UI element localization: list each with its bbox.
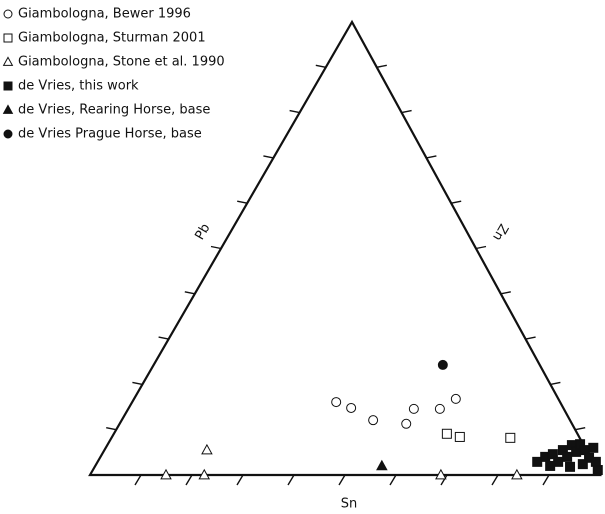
legend-marker xyxy=(2,56,14,66)
legend-marker xyxy=(3,33,13,43)
tick-mark xyxy=(289,109,300,114)
point xyxy=(408,403,419,414)
tick-mark xyxy=(550,381,561,386)
tick-mark xyxy=(210,245,222,250)
point xyxy=(505,432,516,443)
point xyxy=(454,431,465,442)
point xyxy=(565,461,576,472)
point xyxy=(346,402,357,413)
tick-mark xyxy=(575,427,586,431)
tick-mark xyxy=(401,109,412,114)
tick-mark xyxy=(185,474,193,486)
point xyxy=(450,393,461,404)
point xyxy=(547,449,558,460)
tick-mark xyxy=(376,64,387,68)
legend-marker xyxy=(2,104,14,114)
legend-label: de Vries, Rearing Horse, base xyxy=(18,103,210,118)
point xyxy=(435,468,447,480)
triangle-frame xyxy=(88,19,602,477)
axis-label: Zn xyxy=(489,221,511,243)
legend-label: de Vries, this work xyxy=(18,79,139,94)
tick-mark xyxy=(236,474,244,486)
tick-mark xyxy=(500,291,511,295)
legend-label: Giambologna, Stone et al. 1990 xyxy=(18,55,225,70)
point xyxy=(511,468,523,480)
point xyxy=(441,428,452,439)
tick-mark xyxy=(134,474,142,486)
point xyxy=(592,465,603,476)
point xyxy=(198,468,211,480)
tick-mark xyxy=(542,474,550,486)
axis-label: Pb xyxy=(192,221,213,242)
legend-marker xyxy=(3,81,13,91)
legend-label: de Vries Prague Horse, base xyxy=(18,127,202,142)
point xyxy=(376,459,388,471)
point xyxy=(562,451,573,462)
point xyxy=(437,359,448,370)
point xyxy=(577,459,588,470)
point xyxy=(401,418,412,429)
axis-label: Sn xyxy=(341,497,358,512)
tick-mark xyxy=(525,336,536,340)
point xyxy=(434,403,445,414)
tick-mark xyxy=(132,381,143,386)
legend-label: Giambologna, Sturman 2001 xyxy=(18,31,206,46)
point xyxy=(545,460,556,471)
tick-mark xyxy=(389,474,397,486)
point xyxy=(588,442,599,453)
legend-marker xyxy=(3,129,13,139)
tick-mark xyxy=(491,474,499,486)
tick-mark xyxy=(106,427,117,431)
point xyxy=(331,397,342,408)
tick-mark xyxy=(287,474,295,486)
point xyxy=(201,443,213,455)
tick-mark xyxy=(451,200,462,204)
legend-label: Giambologna, Bewer 1996 xyxy=(18,7,191,22)
tick-mark xyxy=(237,200,248,204)
point xyxy=(590,456,601,467)
tick-mark xyxy=(263,155,274,159)
point xyxy=(368,415,379,426)
tick-mark xyxy=(426,155,437,159)
tick-mark xyxy=(158,336,169,340)
tick-mark xyxy=(338,474,346,486)
point xyxy=(160,468,172,480)
legend-marker xyxy=(3,9,13,19)
tick-mark xyxy=(440,474,448,486)
tick-mark xyxy=(184,291,195,295)
tick-mark xyxy=(475,245,487,250)
tick-mark xyxy=(315,64,326,68)
